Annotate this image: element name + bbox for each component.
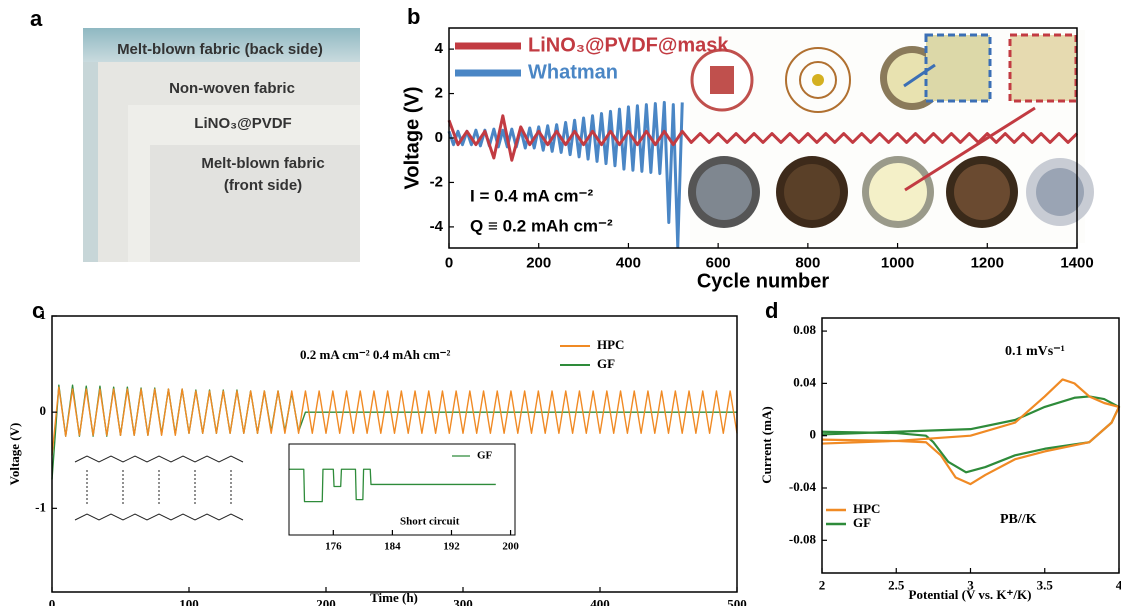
layer-label: Non-woven fabric [169,80,295,97]
y-tick-label: 1 [40,307,47,322]
annotation: PB//K [1000,512,1037,527]
x-axis-label: Time (h) [370,590,418,605]
y-tick-label: 0 [40,403,47,418]
annotation: 0.2 mA cm⁻² 0.4 mAh cm⁻² [300,347,451,362]
x-tick-label: 2 [819,578,826,593]
panel-label: b [407,4,420,29]
x-tick-label: 3.5 [1037,578,1054,593]
annotation: Short circuit [400,516,460,528]
y-tick-label: -4 [430,218,444,235]
y-axis-label: Voltage (V) [7,423,22,486]
y-tick-label: 2 [435,85,443,102]
x-tick-label: 2.5 [888,578,905,593]
y-tick-label: -0.04 [789,479,817,494]
y-tick-label: 0 [810,427,817,442]
annotation: Q ≡ 0.2 mAh cm⁻² [470,216,613,235]
legend-label: HPC [853,501,880,516]
x-tick-label: 300 [453,597,473,606]
x-tick-label: 1200 [971,254,1004,271]
annotation: 0.1 mVs⁻¹ [1005,344,1065,359]
y-axis-label: Voltage (V) [401,87,423,190]
layer-label: (front side) [224,177,302,194]
y-axis-label: Current (mA) [759,406,774,483]
legend-label: Whatman [528,61,618,83]
x-axis-label: Potential (V vs. K⁺/K) [909,587,1032,602]
legend-label: GF [597,356,615,371]
legend-label: HPC [597,337,624,352]
panel-label: c [32,298,44,323]
layer-label: Melt-blown fabric [201,155,324,172]
series-line [289,468,496,503]
inset-frame [289,444,515,535]
x-tick-label: 100 [179,597,199,606]
x-tick-label: 200 [526,254,551,271]
y-tick-label: 4 [435,40,444,57]
layer-label: LiNO₃@PVDF [194,115,291,132]
x-axis-label: Cycle number [697,270,829,292]
series-line [447,114,1079,162]
y-tick-label: -0.08 [789,531,817,546]
x-tick-label: 1400 [1060,254,1093,271]
y-tick-label: 0 [435,129,443,146]
series-line [821,395,1121,474]
molecule-sketch [74,455,244,521]
plot-frame [288,443,516,536]
x-tick-label: 1000 [881,254,914,271]
x-tick-label: 4 [1116,578,1121,593]
x-tick-label: 800 [795,254,820,271]
legend-label: GF [853,515,871,530]
x-tick-label: 3 [967,578,974,593]
series-line [821,378,1121,486]
y-tick-label: 0.08 [793,322,816,337]
plot-frame [51,315,738,593]
panel-label: d [765,298,778,323]
fabric-photo [83,28,360,262]
y-tick-label: 0.04 [793,374,816,389]
x-tick-label: 200 [316,597,336,606]
layer-label: Melt-blown fabric (back side) [117,41,323,58]
x-tick-label: 500 [727,597,747,606]
x-tick-label: 200 [502,540,519,552]
x-tick-label: 176 [325,540,342,552]
legend-label: GF [477,450,493,462]
x-tick-label: 600 [706,254,731,271]
x-tick-label: 192 [443,540,460,552]
y-tick-label: -1 [35,499,46,514]
x-tick-label: 0 [445,254,453,271]
panel-label: a [30,6,43,31]
cell-photos [688,30,1094,243]
y-tick-label: -2 [430,173,443,190]
x-tick-label: 400 [616,254,641,271]
x-tick-label: 400 [590,597,610,606]
legend-label: LiNO₃@PVDF@mask [528,34,729,56]
series-line [51,386,738,456]
x-tick-label: 0 [49,597,56,606]
x-tick-label: 184 [384,540,401,552]
annotation: I = 0.4 mA cm⁻² [470,186,593,205]
